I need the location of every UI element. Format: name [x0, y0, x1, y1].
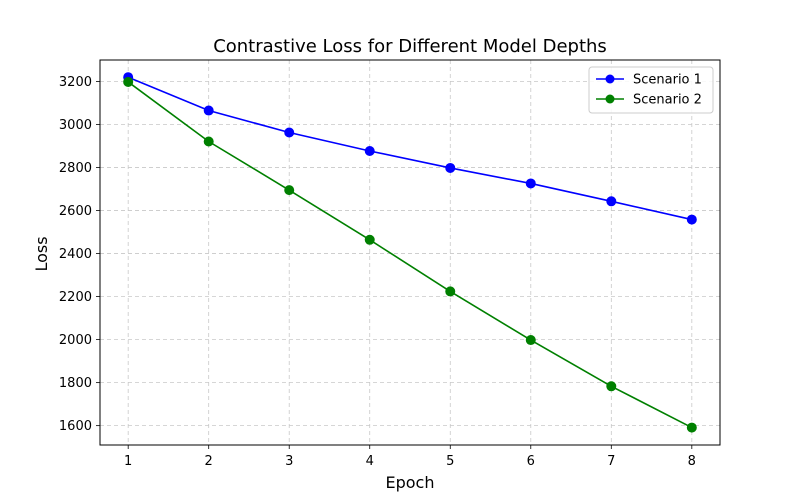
legend-marker — [605, 94, 615, 104]
x-tick-label: 5 — [446, 454, 454, 469]
series-line — [127, 76, 692, 221]
data-point — [284, 127, 295, 138]
data-point — [364, 145, 375, 156]
series-layer — [123, 72, 697, 433]
data-point — [445, 286, 456, 297]
x-axis-label: Epoch — [386, 473, 435, 492]
data-point — [203, 136, 214, 147]
data-point — [284, 185, 295, 196]
grid — [100, 60, 720, 445]
data-point — [525, 178, 536, 189]
data-point — [364, 234, 375, 245]
data-point — [203, 105, 214, 116]
data-point — [123, 76, 134, 87]
x-tick-label: 1 — [124, 454, 132, 469]
plot-frame — [99, 59, 721, 446]
x-tick-label: 6 — [527, 454, 535, 469]
chart-title: Contrastive Loss for Different Model Dep… — [213, 36, 607, 57]
data-point — [606, 381, 617, 392]
data-point — [686, 214, 697, 225]
data-point — [686, 422, 697, 433]
x-tick-label: 2 — [205, 454, 213, 469]
series-1 — [123, 72, 697, 225]
y-tick-label: 2600 — [59, 204, 92, 219]
x-tick-label: 7 — [607, 454, 615, 469]
y-tick-label: 1800 — [59, 376, 92, 391]
data-point — [606, 196, 617, 207]
data-point — [445, 162, 456, 173]
data-point — [525, 335, 536, 346]
y-tick-label: 1600 — [59, 419, 92, 434]
y-tick-label: 2200 — [59, 290, 92, 305]
x-tick-label: 8 — [688, 454, 696, 469]
y-axis-label: Loss — [32, 236, 51, 271]
y-tick-label: 3000 — [59, 118, 92, 133]
series-2 — [123, 76, 697, 433]
legend-marker — [605, 74, 615, 84]
legend-label: Scenario 1 — [633, 73, 702, 88]
y-tick-label: 2400 — [59, 247, 92, 262]
axis-ticks: 1 2 3 4 5 6 7 8 1600 1800 2000 2200 2400 2600 2800 3000… — [59, 75, 696, 469]
legend-label: Scenario 2 — [633, 93, 702, 108]
series-line — [127, 81, 693, 429]
y-tick-label: 2800 — [59, 161, 92, 176]
x-tick-label: 4 — [366, 454, 374, 469]
y-tick-label: 2000 — [59, 333, 92, 348]
legend: Scenario 1 Scenario 2 — [588, 66, 714, 114]
y-tick-label: 3200 — [59, 75, 92, 90]
x-tick-label: 3 — [285, 454, 293, 469]
